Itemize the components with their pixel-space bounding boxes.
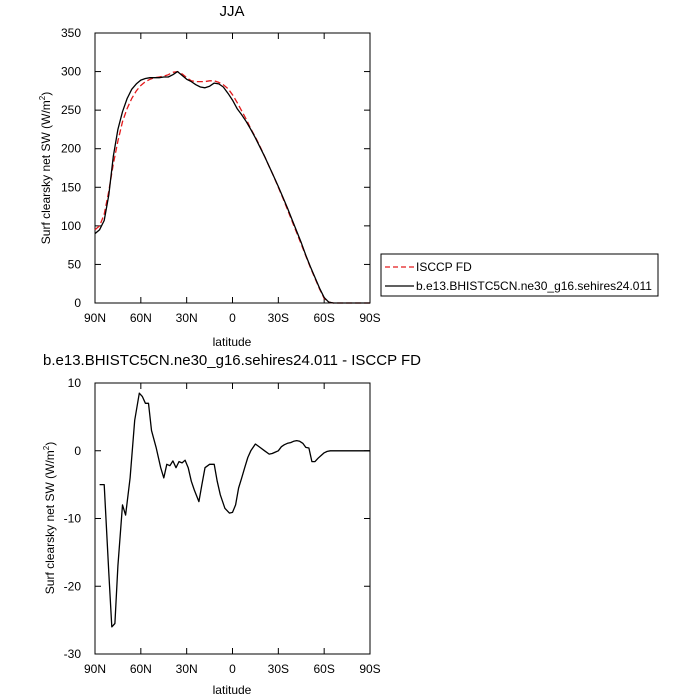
bottom-x-axis: 90N 60N 30N 0 30S 60S 90S [84,383,381,676]
bottom-x-tick-label: 30S [268,662,289,676]
top-series-line-1 [94,70,370,304]
legend-label-model: b.e13.BHISTC5CN.ne30_g16.sehires24.011 [416,279,652,293]
bottom-y-tick-label: 10 [68,376,82,390]
bottom-chart-title: b.e13.BHISTC5CN.ne30_g16.sehires24.011 -… [43,352,421,369]
bottom-x-tick-label: 0 [229,662,236,676]
bottom-y-axis-label-sup: 2 [42,445,51,450]
top-x-tick-label: 30S [268,311,289,325]
bottom-x-axis-label: latitude [213,683,252,697]
top-x-axis-label: latitude [213,335,252,349]
top-x-tick-label: 90S [359,311,380,325]
top-panel: JJA 90N 60N 30N 0 30S 60S 90S 0 50 100 150 200 250 3… [38,3,659,349]
bottom-series-line-0 [99,392,370,628]
legend-box [380,253,659,297]
bottom-y-tick-label: -10 [64,512,82,526]
bottom-y-tick-label: 0 [74,444,81,458]
bottom-y-axis-label: Surf clearsky net SW (W/m2) [42,442,57,594]
top-y-axis-label-main: Surf clearsky net SW (W/m [39,100,53,244]
legend: ISCCP FD b.e13.BHISTC5CN.ne30_g16.sehire… [380,253,659,297]
top-y-axis-label-close: ) [39,92,53,96]
top-y-tick-label: 0 [74,296,81,310]
bottom-y-axis: -30 -20 -10 0 10 [64,376,370,661]
top-y-axis: 0 50 100 150 200 250 300 350 [61,26,370,310]
bottom-x-tick-label: 90S [359,662,380,676]
bottom-y-tick-label: -30 [64,647,82,661]
bottom-y-tick-label: -20 [64,579,82,593]
top-y-axis-label-sup: 2 [38,95,47,100]
bottom-series-group [99,392,370,628]
top-y-tick-label: 100 [61,219,81,233]
bottom-plot-frame [94,382,371,655]
bottom-y-axis-label-close: ) [43,442,57,446]
top-y-tick-label: 250 [61,103,81,117]
top-x-tick-label: 90N [84,311,106,325]
top-series-group [94,70,370,304]
top-y-axis-label: Surf clearsky net SW (W/m2) [38,92,53,244]
top-x-tick-label: 60S [313,311,334,325]
bottom-x-tick-label: 90N [84,662,106,676]
top-y-tick-label: 350 [61,26,81,40]
top-y-tick-label: 50 [68,257,82,271]
legend-label-isccp: ISCCP FD [416,260,472,274]
bottom-y-axis-label-main: Surf clearsky net SW (W/m [43,450,57,594]
bottom-x-tick-label: 60S [313,662,334,676]
top-plot-frame [94,32,371,304]
bottom-x-tick-label: 30N [176,662,198,676]
top-y-tick-label: 150 [61,180,81,194]
top-chart-title: JJA [219,3,244,20]
top-x-tick-label: 30N [176,311,198,325]
top-y-tick-label: 300 [61,65,81,79]
top-x-axis: 90N 60N 30N 0 30S 60S 90S [84,33,381,325]
bottom-x-tick-label: 60N [130,662,152,676]
bottom-panel: b.e13.BHISTC5CN.ne30_g16.sehires24.011 -… [42,352,421,697]
top-y-tick-label: 200 [61,142,81,156]
top-x-tick-label: 0 [229,311,236,325]
top-series-line-0 [94,70,370,304]
top-x-tick-label: 60N [130,311,152,325]
